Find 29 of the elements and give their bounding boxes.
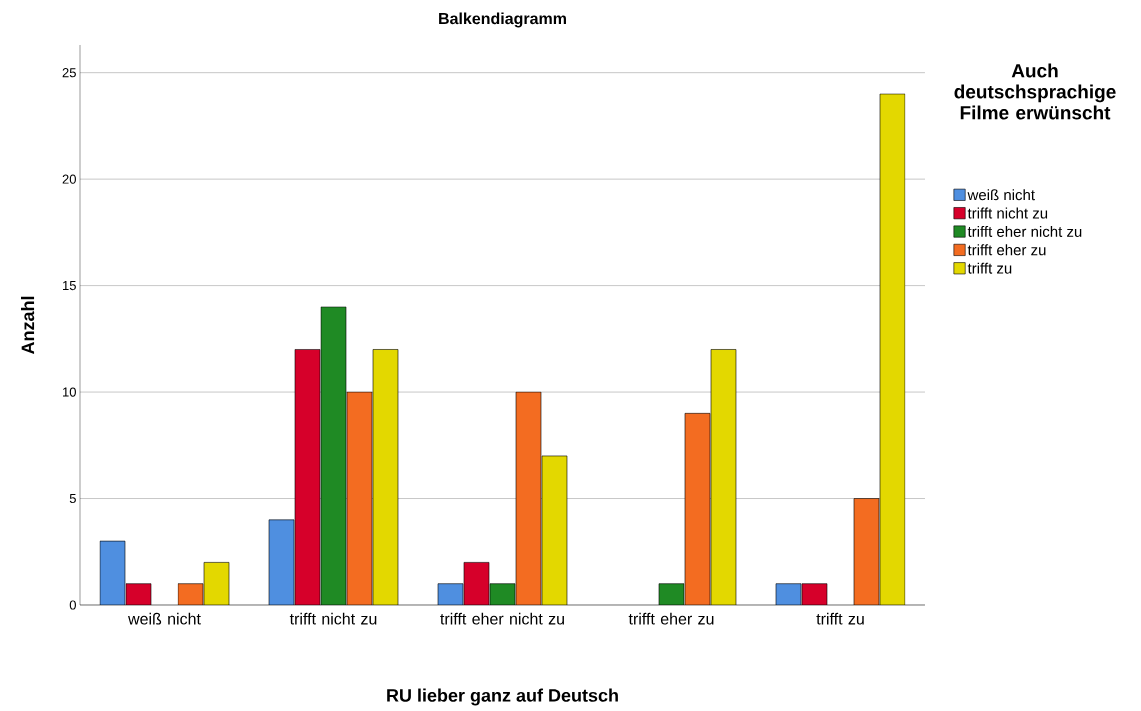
- legend-title: Auch deutschsprachige Filme erwünscht: [954, 63, 1116, 120]
- bar: [295, 349, 320, 605]
- legend-label: trifft zu: [967, 262, 1012, 274]
- y-tick-label: 15: [63, 281, 76, 291]
- legend-label: weiß nicht: [967, 189, 1035, 201]
- bar: [347, 392, 372, 605]
- x-axis-title: RU lieber ganz auf Deutsch: [387, 688, 618, 706]
- y-axis-title: Anzahl: [21, 296, 35, 355]
- legend-label: trifft eher nicht zu: [967, 225, 1082, 237]
- chart-title: Balkendiagramm: [439, 12, 566, 28]
- y-tick-label: 0: [69, 600, 76, 610]
- bar: [516, 392, 541, 605]
- x-tick-label: weiß nicht: [128, 612, 201, 625]
- legend-label: trifft eher zu: [967, 244, 1046, 256]
- x-tick-label: trifft zu: [816, 612, 864, 625]
- y-tick-label: 25: [62, 68, 76, 78]
- x-tick-label: trifft eher zu: [628, 612, 714, 625]
- y-tick-label: 20: [62, 174, 76, 184]
- bar: [542, 455, 567, 605]
- bar: [685, 413, 710, 605]
- bar: [879, 93, 906, 605]
- bar: [373, 349, 398, 605]
- bar: [853, 498, 880, 605]
- bar: [711, 349, 736, 605]
- x-tick-label: trifft eher nicht zu: [440, 612, 564, 625]
- y-tick-label: 5: [69, 493, 76, 504]
- x-tick-label: trifft nicht zu: [289, 612, 377, 625]
- legend-label: trifft nicht zu: [967, 207, 1048, 219]
- y-tick-label: 10: [63, 387, 76, 397]
